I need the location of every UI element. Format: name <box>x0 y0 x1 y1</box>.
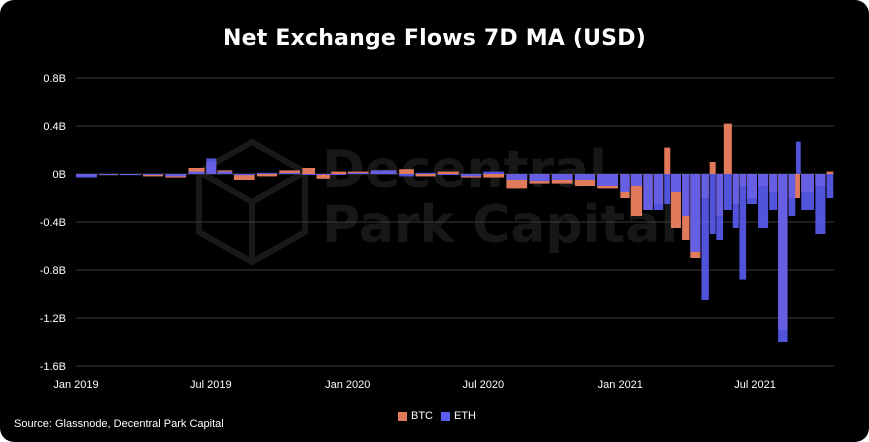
bar-btc <box>331 171 347 174</box>
bar-eth <box>143 174 164 175</box>
bar-eth <box>279 172 301 174</box>
bar-btc <box>302 168 316 174</box>
bar-eth <box>815 174 826 234</box>
bar-eth <box>670 174 681 192</box>
bar-eth <box>709 174 716 234</box>
bar-eth <box>76 174 97 178</box>
legend-label-eth: ETH <box>454 410 476 422</box>
bar-eth <box>574 174 595 180</box>
bar-eth <box>643 174 653 210</box>
legend: BTC ETH <box>398 410 476 422</box>
x-tick-label: Jan 2020 <box>325 379 370 391</box>
watermark-line-1: Decentral <box>322 140 607 200</box>
bar-eth <box>788 174 796 216</box>
bar-eth <box>664 174 671 204</box>
bar-btc <box>670 174 681 228</box>
source-note: Source: Glassnode, Decentral Park Capita… <box>14 418 224 430</box>
legend-swatch-btc <box>398 411 407 421</box>
bar-eth <box>99 174 118 175</box>
legend-swatch-eth <box>441 411 450 421</box>
bar-eth <box>483 171 505 174</box>
bar-btc <box>399 169 414 174</box>
bar-eth <box>653 174 664 210</box>
bar-eth <box>324 174 346 175</box>
bar-eth <box>801 174 814 210</box>
bar-eth <box>370 170 397 174</box>
x-tick-label: Jan 2021 <box>598 379 643 391</box>
y-tick-label: -1.6B <box>40 361 66 373</box>
bar-btc <box>664 147 671 174</box>
bar-eth <box>347 172 369 174</box>
bar-eth <box>437 174 459 175</box>
bar-eth <box>739 174 747 280</box>
bar-eth <box>769 174 778 210</box>
bar-eth <box>620 174 630 192</box>
bar-eth <box>630 174 643 186</box>
bar-btc <box>483 174 505 178</box>
bar-btc <box>415 174 436 177</box>
legend-item-btc[interactable]: BTC <box>398 410 433 422</box>
legend-label-btc: BTC <box>411 410 433 422</box>
bar-eth <box>716 174 724 240</box>
bar-btc <box>437 171 459 174</box>
bar-btc <box>279 170 301 174</box>
bar-eth <box>826 174 834 198</box>
y-axis-ticks: 0.8B 0.4B 0B -0.4B -0.8B -1.2B -1.6B <box>40 73 66 373</box>
chart-title: Net Exchange Flows 7D MA (USD) <box>223 26 646 51</box>
bar-eth <box>758 174 769 228</box>
bar-eth <box>233 174 255 176</box>
bar-btc <box>233 174 255 180</box>
bar-eth <box>206 158 217 174</box>
y-tick-label: -1.2B <box>40 313 66 325</box>
bar-btc <box>316 174 330 179</box>
bar-eth <box>399 174 414 177</box>
y-tick-label: 0B <box>53 169 66 181</box>
bar-eth <box>165 174 187 177</box>
bar-eth <box>529 174 550 182</box>
x-tick-label: Jul 2019 <box>190 379 232 391</box>
bar-btc <box>143 174 164 177</box>
bar-btc <box>630 174 643 216</box>
bar-eth <box>506 174 528 180</box>
y-tick-label: -0.4B <box>40 217 66 229</box>
bar-eth <box>690 174 701 252</box>
bar-eth <box>217 171 233 174</box>
bar-eth <box>701 174 709 300</box>
bar-btc <box>709 162 716 174</box>
bar-btc <box>256 174 278 177</box>
bar-eth <box>415 172 436 174</box>
bar-eth <box>778 174 788 342</box>
bar-eth <box>460 174 482 177</box>
x-axis-ticks: Jan 2019 Jul 2019 Jan 2020 Jul 2020 Jan 2021… <box>53 379 776 391</box>
series-eth <box>76 141 834 342</box>
bar-eth <box>597 174 618 186</box>
x-tick-label: Jul 2021 <box>734 379 776 391</box>
bar-eth <box>188 171 205 174</box>
bar-eth <box>796 141 801 174</box>
x-tick-label: Jan 2019 <box>53 379 98 391</box>
y-tick-label: 0.4B <box>43 121 66 133</box>
y-tick-label: 0.8B <box>43 73 66 85</box>
watermark-line-2: Park Capital <box>322 195 678 255</box>
bar-btc <box>826 171 834 174</box>
legend-item-eth[interactable]: ETH <box>441 410 476 422</box>
bar-eth <box>723 174 732 210</box>
bar-eth <box>256 172 278 174</box>
bar-eth <box>746 174 757 204</box>
watermark: Decentral Park Capital <box>196 138 678 266</box>
bar-eth <box>119 174 141 176</box>
bar-btc <box>188 168 205 174</box>
bar-eth <box>682 174 690 216</box>
bar-eth <box>551 174 573 180</box>
bar-eth <box>302 174 323 175</box>
bar-btc <box>723 123 732 174</box>
bar-eth <box>732 174 739 228</box>
y-tick-label: -0.8B <box>40 265 66 277</box>
x-tick-label: Jul 2020 <box>462 379 504 391</box>
